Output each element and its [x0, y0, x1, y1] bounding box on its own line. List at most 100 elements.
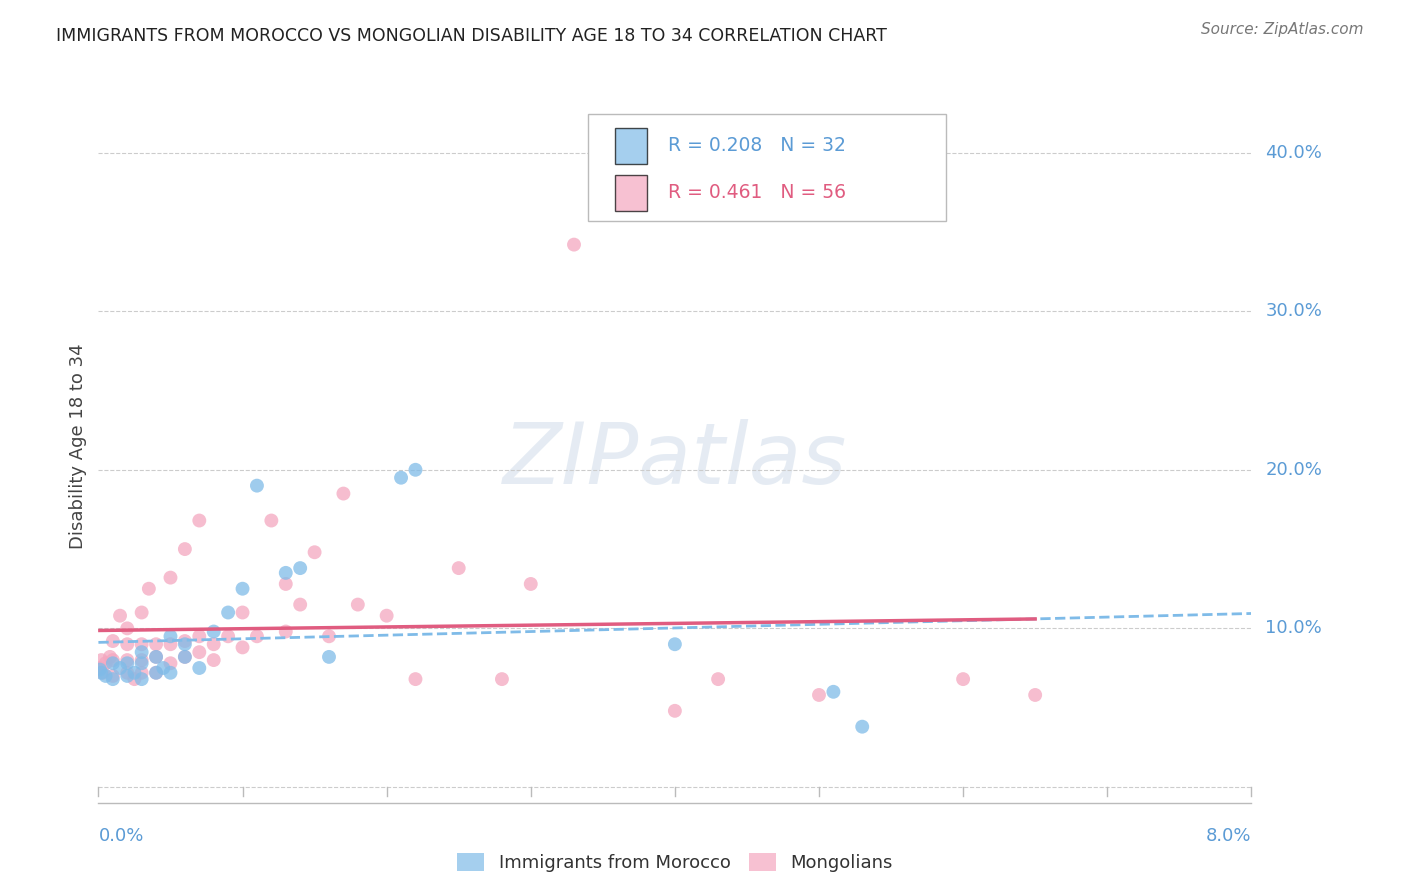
- Text: ZIPatlas: ZIPatlas: [503, 418, 846, 502]
- Point: [851, 720, 873, 734]
- Point: [117, 637, 138, 651]
- Legend: Immigrants from Morocco, Mongolians: Immigrants from Morocco, Mongolians: [450, 846, 900, 880]
- Point: [145, 637, 167, 651]
- Point: [101, 669, 124, 683]
- Point: [664, 704, 686, 718]
- Point: [188, 645, 211, 659]
- Point: [519, 577, 541, 591]
- Point: [318, 649, 340, 664]
- Text: 0.0%: 0.0%: [98, 827, 143, 845]
- Point: [159, 665, 181, 680]
- Point: [94, 657, 117, 671]
- Point: [131, 653, 153, 667]
- Point: [952, 672, 974, 686]
- Point: [318, 629, 340, 643]
- Point: [174, 637, 197, 651]
- Point: [389, 471, 412, 485]
- Point: [246, 629, 269, 643]
- Point: [202, 637, 225, 651]
- Point: [159, 657, 181, 671]
- Point: [562, 237, 585, 252]
- Point: [117, 653, 138, 667]
- Point: [131, 657, 153, 671]
- Point: [98, 649, 121, 664]
- Point: [174, 542, 197, 557]
- Point: [131, 665, 153, 680]
- Point: [188, 514, 211, 528]
- Text: 30.0%: 30.0%: [1265, 302, 1322, 320]
- FancyBboxPatch shape: [588, 114, 946, 221]
- Text: IMMIGRANTS FROM MOROCCO VS MONGOLIAN DISABILITY AGE 18 TO 34 CORRELATION CHART: IMMIGRANTS FROM MOROCCO VS MONGOLIAN DIS…: [56, 27, 887, 45]
- Point: [131, 606, 153, 620]
- Point: [707, 672, 730, 686]
- Point: [174, 649, 197, 664]
- Point: [101, 653, 124, 667]
- Point: [290, 598, 312, 612]
- Y-axis label: Disability Age 18 to 34: Disability Age 18 to 34: [69, 343, 87, 549]
- Point: [117, 657, 138, 671]
- Point: [202, 624, 225, 639]
- Point: [231, 640, 254, 655]
- Point: [274, 624, 297, 639]
- Point: [188, 629, 211, 643]
- Point: [117, 669, 138, 683]
- Point: [117, 665, 138, 680]
- Point: [94, 669, 117, 683]
- Point: [202, 653, 225, 667]
- Point: [405, 672, 427, 686]
- Point: [217, 629, 239, 643]
- Point: [231, 606, 254, 620]
- Point: [159, 571, 181, 585]
- Point: [447, 561, 470, 575]
- Point: [405, 463, 427, 477]
- FancyBboxPatch shape: [614, 128, 647, 163]
- Point: [1024, 688, 1046, 702]
- Point: [131, 672, 153, 686]
- Point: [138, 582, 160, 596]
- Point: [89, 661, 111, 675]
- Text: R = 0.208   N = 32: R = 0.208 N = 32: [668, 136, 846, 155]
- Point: [823, 685, 845, 699]
- Point: [90, 653, 112, 667]
- Point: [231, 582, 254, 596]
- Point: [145, 665, 167, 680]
- Point: [131, 637, 153, 651]
- Point: [124, 672, 146, 686]
- Point: [131, 645, 153, 659]
- Point: [91, 665, 114, 680]
- Point: [664, 637, 686, 651]
- Point: [159, 637, 181, 651]
- Point: [188, 661, 211, 675]
- Point: [145, 665, 167, 680]
- Point: [217, 606, 239, 620]
- Text: 40.0%: 40.0%: [1265, 144, 1322, 161]
- Point: [304, 545, 326, 559]
- FancyBboxPatch shape: [614, 175, 647, 211]
- Point: [90, 665, 112, 680]
- Point: [101, 657, 124, 671]
- Point: [246, 478, 269, 492]
- Point: [332, 486, 354, 500]
- Point: [108, 661, 131, 675]
- Text: Source: ZipAtlas.com: Source: ZipAtlas.com: [1201, 22, 1364, 37]
- Point: [159, 629, 181, 643]
- Point: [145, 649, 167, 664]
- Point: [174, 634, 197, 648]
- Point: [124, 665, 146, 680]
- Point: [101, 672, 124, 686]
- Text: R = 0.461   N = 56: R = 0.461 N = 56: [668, 183, 846, 202]
- Point: [491, 672, 513, 686]
- Point: [145, 649, 167, 664]
- Point: [260, 514, 283, 528]
- Point: [807, 688, 830, 702]
- Point: [108, 608, 131, 623]
- Point: [174, 649, 197, 664]
- Text: 20.0%: 20.0%: [1265, 461, 1322, 479]
- Point: [152, 661, 174, 675]
- Point: [346, 598, 368, 612]
- Point: [375, 608, 398, 623]
- Point: [274, 577, 297, 591]
- Point: [89, 663, 111, 677]
- Point: [274, 566, 297, 580]
- Point: [290, 561, 312, 575]
